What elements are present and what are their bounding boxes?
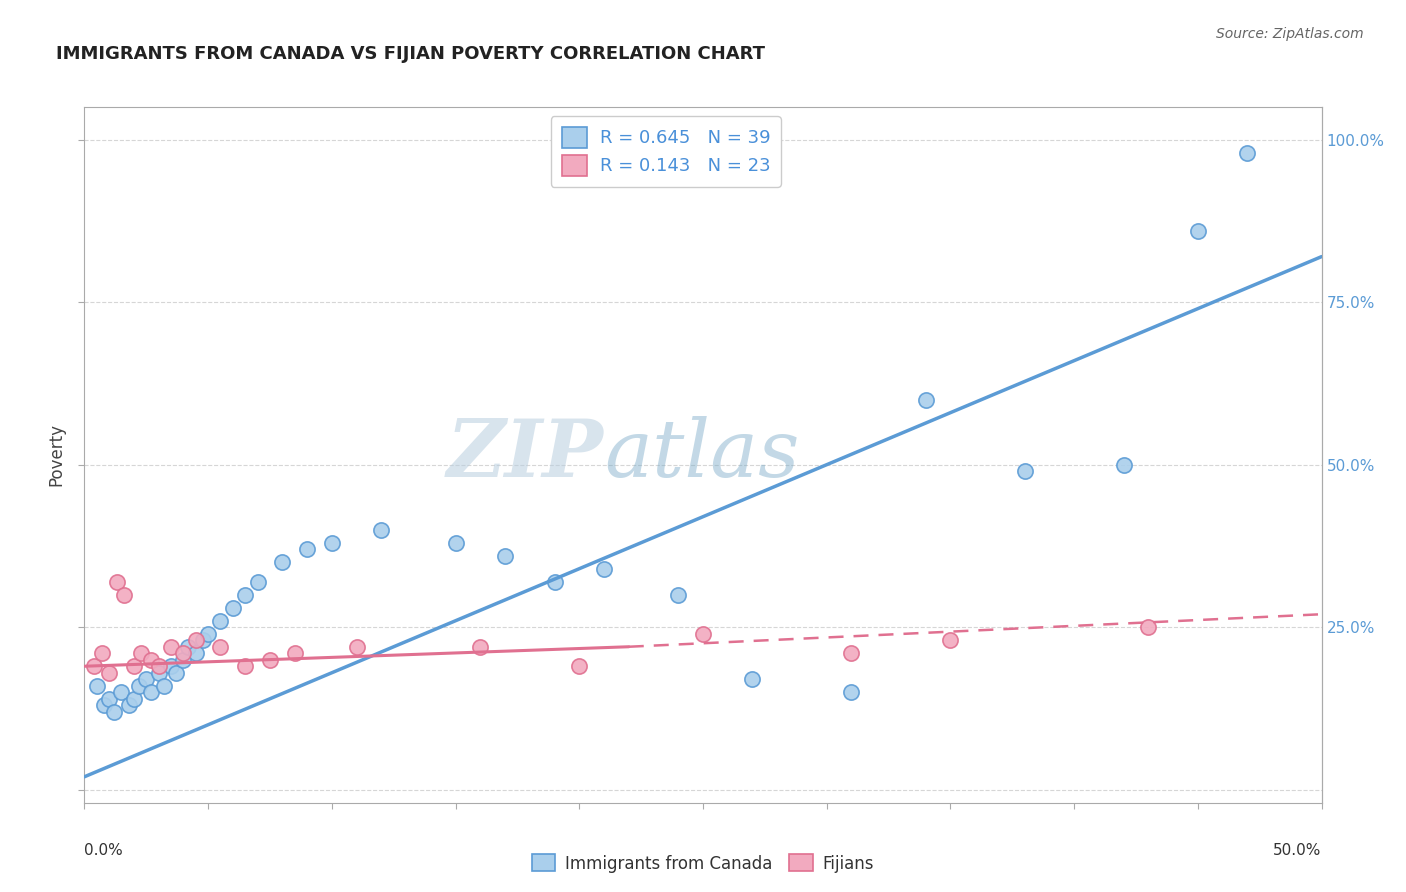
Point bbox=[494, 549, 516, 563]
Point bbox=[172, 653, 194, 667]
Point bbox=[246, 574, 269, 589]
Point bbox=[165, 665, 187, 680]
Point bbox=[128, 679, 150, 693]
Point bbox=[321, 535, 343, 549]
Point bbox=[1236, 145, 1258, 160]
Point bbox=[741, 672, 763, 686]
Point bbox=[284, 646, 307, 660]
Legend: R = 0.645   N = 39, R = 0.143   N = 23: R = 0.645 N = 39, R = 0.143 N = 23 bbox=[551, 116, 780, 186]
Text: atlas: atlas bbox=[605, 417, 800, 493]
Point bbox=[568, 659, 591, 673]
Point bbox=[1187, 224, 1209, 238]
Point bbox=[103, 705, 125, 719]
Text: Source: ZipAtlas.com: Source: ZipAtlas.com bbox=[1216, 27, 1364, 41]
Point bbox=[444, 535, 467, 549]
Point bbox=[148, 659, 170, 673]
Y-axis label: Poverty: Poverty bbox=[48, 424, 66, 486]
Point bbox=[1112, 458, 1135, 472]
Point bbox=[110, 685, 132, 699]
Point bbox=[1014, 464, 1036, 478]
Point bbox=[160, 640, 183, 654]
Text: IMMIGRANTS FROM CANADA VS FIJIAN POVERTY CORRELATION CHART: IMMIGRANTS FROM CANADA VS FIJIAN POVERTY… bbox=[56, 45, 765, 62]
Point bbox=[184, 633, 207, 648]
Point bbox=[914, 392, 936, 407]
Point bbox=[470, 640, 492, 654]
Point bbox=[152, 679, 174, 693]
Point bbox=[141, 653, 163, 667]
Point bbox=[177, 640, 200, 654]
Text: 50.0%: 50.0% bbox=[1274, 843, 1322, 858]
Point bbox=[172, 646, 194, 660]
Point bbox=[86, 679, 108, 693]
Point bbox=[129, 646, 152, 660]
Point bbox=[112, 588, 135, 602]
Point bbox=[105, 574, 128, 589]
Point bbox=[209, 614, 232, 628]
Point bbox=[141, 685, 163, 699]
Point bbox=[184, 646, 207, 660]
Point bbox=[346, 640, 368, 654]
Point bbox=[118, 698, 141, 713]
Point bbox=[83, 659, 105, 673]
Point bbox=[939, 633, 962, 648]
Point bbox=[222, 600, 245, 615]
Point bbox=[593, 562, 616, 576]
Point bbox=[197, 626, 219, 640]
Point bbox=[90, 646, 112, 660]
Text: ZIP: ZIP bbox=[447, 417, 605, 493]
Point bbox=[98, 665, 121, 680]
Text: 0.0%: 0.0% bbox=[84, 843, 124, 858]
Point bbox=[666, 588, 689, 602]
Point bbox=[98, 691, 121, 706]
Point bbox=[1137, 620, 1160, 634]
Point bbox=[841, 685, 863, 699]
Point bbox=[122, 659, 145, 673]
Point bbox=[233, 588, 256, 602]
Point bbox=[135, 672, 157, 686]
Point bbox=[160, 659, 183, 673]
Point bbox=[841, 646, 863, 660]
Point bbox=[259, 653, 281, 667]
Point bbox=[370, 523, 392, 537]
Point bbox=[148, 665, 170, 680]
Point bbox=[191, 633, 214, 648]
Point bbox=[233, 659, 256, 673]
Point bbox=[543, 574, 565, 589]
Point bbox=[295, 542, 318, 557]
Point bbox=[93, 698, 115, 713]
Point bbox=[271, 555, 294, 569]
Point bbox=[692, 626, 714, 640]
Point bbox=[122, 691, 145, 706]
Legend: Immigrants from Canada, Fijians: Immigrants from Canada, Fijians bbox=[526, 847, 880, 880]
Point bbox=[209, 640, 232, 654]
